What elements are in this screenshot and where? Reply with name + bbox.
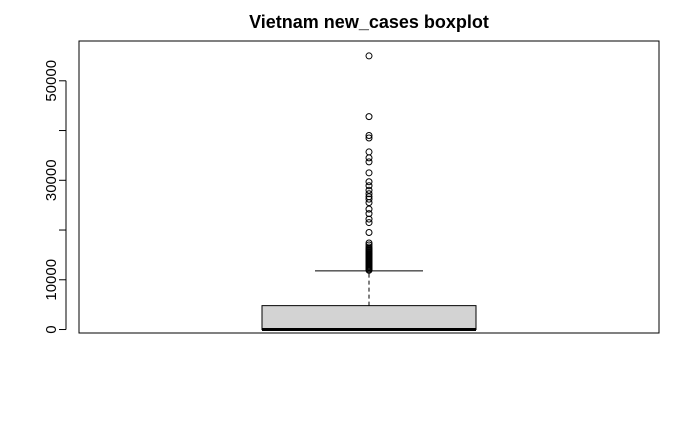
- outlier-point: [365, 195, 373, 203]
- outlier-point: [365, 113, 373, 121]
- plot-frame: [78, 40, 660, 334]
- y-axis: 0 10000 30000 50000: [43, 60, 67, 334]
- outlier-point: [365, 205, 373, 213]
- outlier-point: [365, 215, 373, 223]
- y-tick-label: 0: [43, 325, 60, 333]
- outlier-point: [365, 190, 373, 198]
- outliers: [365, 52, 373, 274]
- chart-title: Vietnam new_cases boxplot: [249, 12, 489, 32]
- outlier-point: [365, 186, 373, 194]
- boxplot: [261, 270, 477, 332]
- y-tick-label: 30000: [43, 159, 60, 201]
- outlier-point: [365, 148, 373, 156]
- outlier-point: [365, 169, 373, 177]
- outlier-point: [365, 239, 373, 247]
- outlier-point: [365, 52, 373, 60]
- y-tick-label: 10000: [43, 259, 60, 301]
- iqr-box: [261, 305, 477, 331]
- outlier-point: [365, 158, 373, 166]
- outlier-point: [365, 241, 373, 249]
- y-tick-label: 50000: [43, 60, 60, 102]
- outlier-point: [365, 154, 373, 162]
- outlier-point: [365, 132, 373, 140]
- outlier-point: [365, 210, 373, 218]
- outlier-point: [365, 229, 373, 237]
- outlier-point: [365, 243, 373, 251]
- outlier-point: [365, 178, 373, 186]
- outlier-point: [365, 134, 373, 142]
- outlier-point: [365, 219, 373, 227]
- outlier-point: [365, 182, 373, 190]
